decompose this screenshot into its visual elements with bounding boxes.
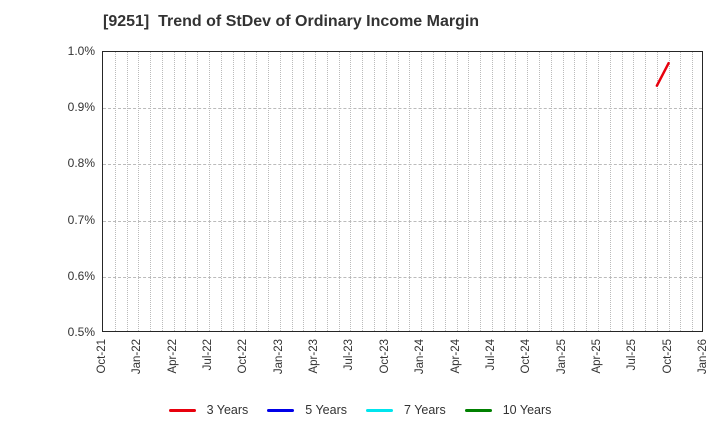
legend: 3 Years 5 Years 7 Years 10 Years — [0, 403, 720, 417]
x-tick-label: Jul-23 — [343, 339, 356, 371]
legend-item-5-years: 5 Years — [267, 403, 347, 417]
vertical-gridline — [621, 52, 623, 331]
x-tick-label: Apr-24 — [449, 339, 462, 374]
vertical-gridline — [209, 52, 211, 331]
series-plot — [655, 61, 670, 87]
x-tick-label: Oct-22 — [237, 339, 250, 374]
vertical-gridline — [350, 52, 352, 331]
legend-item-7-years: 7 Years — [366, 403, 446, 417]
vertical-gridline — [574, 52, 576, 331]
legend-line-swatch — [168, 408, 196, 412]
y-tick-label: 1.0% — [67, 44, 95, 58]
vertical-gridline — [220, 52, 222, 331]
legend-label: 5 Years — [305, 403, 348, 417]
horizontal-gridline — [103, 220, 702, 222]
horizontal-gridline — [103, 164, 702, 166]
x-tick-label: Jul-22 — [202, 339, 215, 371]
vertical-gridline — [256, 52, 258, 331]
chart-title: [9251] Trend of StDev of Ordinary Income… — [103, 13, 480, 30]
y-tick-label: 0.8% — [67, 156, 95, 171]
vertical-gridline — [480, 52, 482, 331]
vertical-gridline — [409, 52, 411, 331]
vertical-gridline — [421, 52, 423, 331]
vertical-gridline — [550, 52, 552, 331]
x-tick-label: Oct-24 — [520, 339, 533, 374]
series-line-3-years — [655, 61, 670, 87]
x-tick-label: Jan-26 — [697, 339, 709, 375]
y-tick-label: 0.9% — [67, 100, 95, 115]
vertical-gridline — [161, 52, 163, 331]
legend-line-swatch — [366, 408, 394, 412]
y-tick-label: 0.5% — [67, 325, 95, 339]
vertical-gridline — [503, 52, 505, 331]
vertical-gridline — [173, 52, 175, 331]
vertical-gridline — [586, 52, 588, 331]
legend-item-10-years: 10 Years — [464, 403, 552, 417]
x-tick-label: Jan-23 — [272, 339, 285, 375]
vertical-gridline — [126, 52, 128, 331]
x-tick-label: Jul-25 — [626, 339, 639, 371]
x-tick-label: Jan-22 — [131, 339, 144, 375]
x-tick-label: Oct-21 — [96, 339, 108, 374]
vertical-gridline — [609, 52, 611, 331]
vertical-gridline — [468, 52, 470, 331]
legend-label: 10 Years — [502, 403, 552, 417]
legend-label: 3 Years — [206, 403, 249, 417]
legend-line-swatch — [464, 408, 492, 412]
vertical-gridline — [374, 52, 376, 331]
vertical-gridline — [539, 52, 541, 331]
y-tick-label: 0.7% — [67, 212, 95, 227]
x-tick-label: Apr-22 — [166, 339, 179, 374]
x-tick-label: Oct-25 — [661, 339, 674, 374]
vertical-gridline — [197, 52, 199, 331]
x-tick-label: Jul-24 — [484, 339, 497, 371]
vertical-gridline — [680, 52, 682, 331]
vertical-gridline — [326, 52, 328, 331]
vertical-gridline — [692, 52, 694, 331]
vertical-gridline — [338, 52, 340, 331]
y-tick-label: 0.6% — [67, 268, 95, 283]
vertical-gridline — [185, 52, 187, 331]
vertical-gridline — [597, 52, 599, 331]
vertical-gridline — [645, 52, 647, 331]
x-tick-label: Jan-24 — [414, 339, 427, 375]
vertical-gridline — [232, 52, 234, 331]
vertical-gridline — [633, 52, 635, 331]
vertical-gridline — [432, 52, 434, 331]
vertical-gridline — [562, 52, 564, 331]
vertical-gridline — [362, 52, 364, 331]
vertical-gridline — [138, 52, 140, 331]
vertical-gridline — [114, 52, 116, 331]
horizontal-gridline — [103, 108, 702, 110]
vertical-gridline — [291, 52, 293, 331]
x-tick-label: Apr-23 — [308, 339, 321, 374]
vertical-gridline — [456, 52, 458, 331]
vertical-gridline — [244, 52, 246, 331]
legend-item-3-years: 3 Years — [168, 403, 249, 417]
legend-line-swatch — [267, 408, 295, 412]
vertical-gridline — [491, 52, 493, 331]
vertical-gridline — [279, 52, 281, 331]
vertical-gridline — [315, 52, 317, 331]
x-tick-label: Jan-25 — [555, 339, 568, 375]
vertical-gridline — [303, 52, 305, 331]
x-tick-label: Oct-23 — [378, 339, 391, 374]
vertical-gridline — [397, 52, 399, 331]
legend-label: 7 Years — [404, 403, 446, 417]
x-tick-label: Apr-25 — [590, 339, 603, 374]
vertical-gridline — [668, 52, 670, 331]
vertical-gridline — [150, 52, 152, 331]
vertical-gridline — [656, 52, 658, 331]
vertical-gridline — [515, 52, 517, 331]
vertical-gridline — [527, 52, 529, 331]
vertical-gridline — [267, 52, 269, 331]
plot-area — [102, 51, 703, 332]
vertical-gridline — [444, 52, 446, 331]
horizontal-gridline — [103, 276, 702, 278]
vertical-gridline — [385, 52, 387, 331]
